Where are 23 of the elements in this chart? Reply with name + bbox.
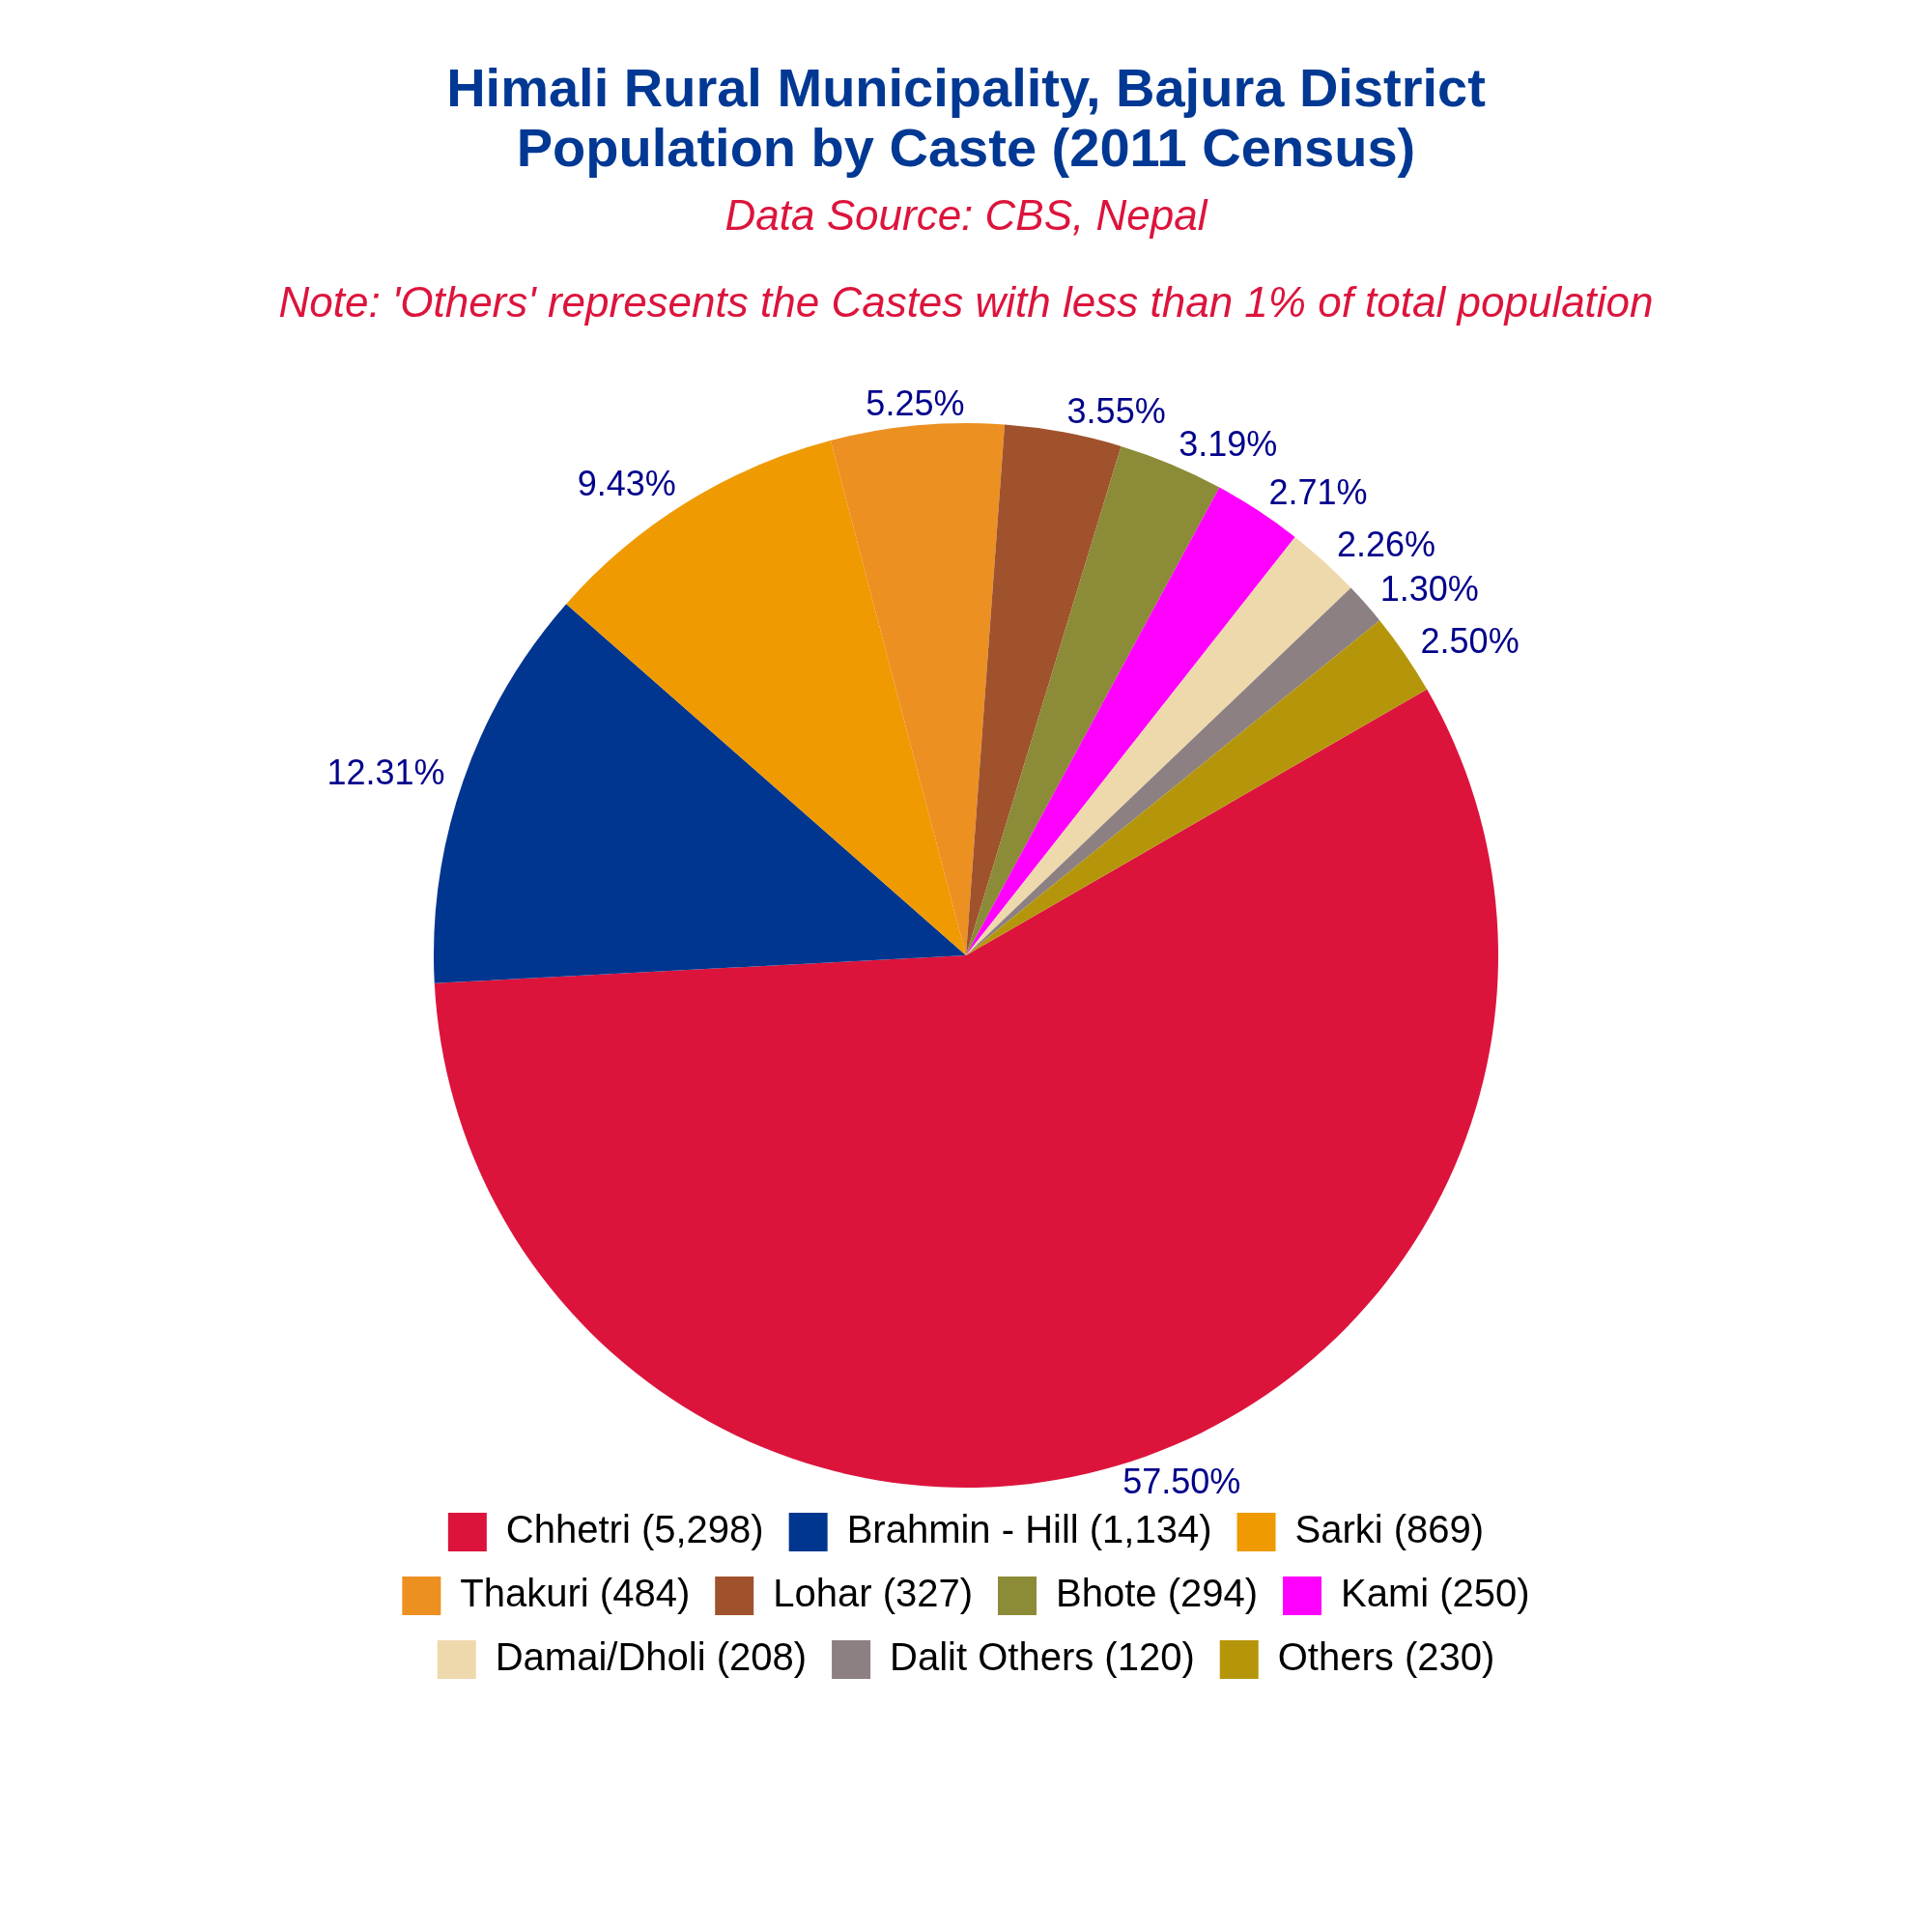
legend-label: Others (230) (1277, 1635, 1495, 1679)
legend-label: Dalit Others (120) (890, 1635, 1195, 1679)
data-label: 2.71% (1268, 471, 1368, 512)
legend-label: Damai/Dholi (208) (495, 1635, 808, 1679)
legend-label: Chhetri (5,298) (505, 1508, 764, 1551)
legend-label: Lohar (327) (773, 1572, 974, 1615)
data-label: 5.25% (866, 384, 965, 424)
data-label: 2.50% (1420, 620, 1520, 661)
legend-label: Thakuri (484) (460, 1572, 691, 1615)
data-label: 3.55% (1066, 390, 1166, 431)
legend-label: Sarki (869) (1294, 1508, 1485, 1551)
data-label: 57.50% (1122, 1462, 1241, 1502)
data-label: 1.30% (1379, 568, 1479, 609)
legend-label: Brahmin - Hill (1,134) (846, 1508, 1212, 1551)
legend-label: Bhote (294) (1056, 1572, 1259, 1615)
chart-subtitle: Data Source: CBS, Nepal (724, 191, 1209, 240)
chart-title: Himali Rural Municipality, Bajura District Population by Caste (2011 Census) (445, 57, 1487, 178)
legend-label: Kami (250) (1341, 1572, 1530, 1615)
data-label: 12.31% (327, 752, 445, 792)
data-label: 2.26% (1336, 525, 1436, 565)
data-label: 3.19% (1179, 424, 1278, 465)
data-label: 9.43% (577, 464, 676, 504)
text: Note: 'Others' represents the Castes with less than 1% of total population (277, 278, 1655, 327)
